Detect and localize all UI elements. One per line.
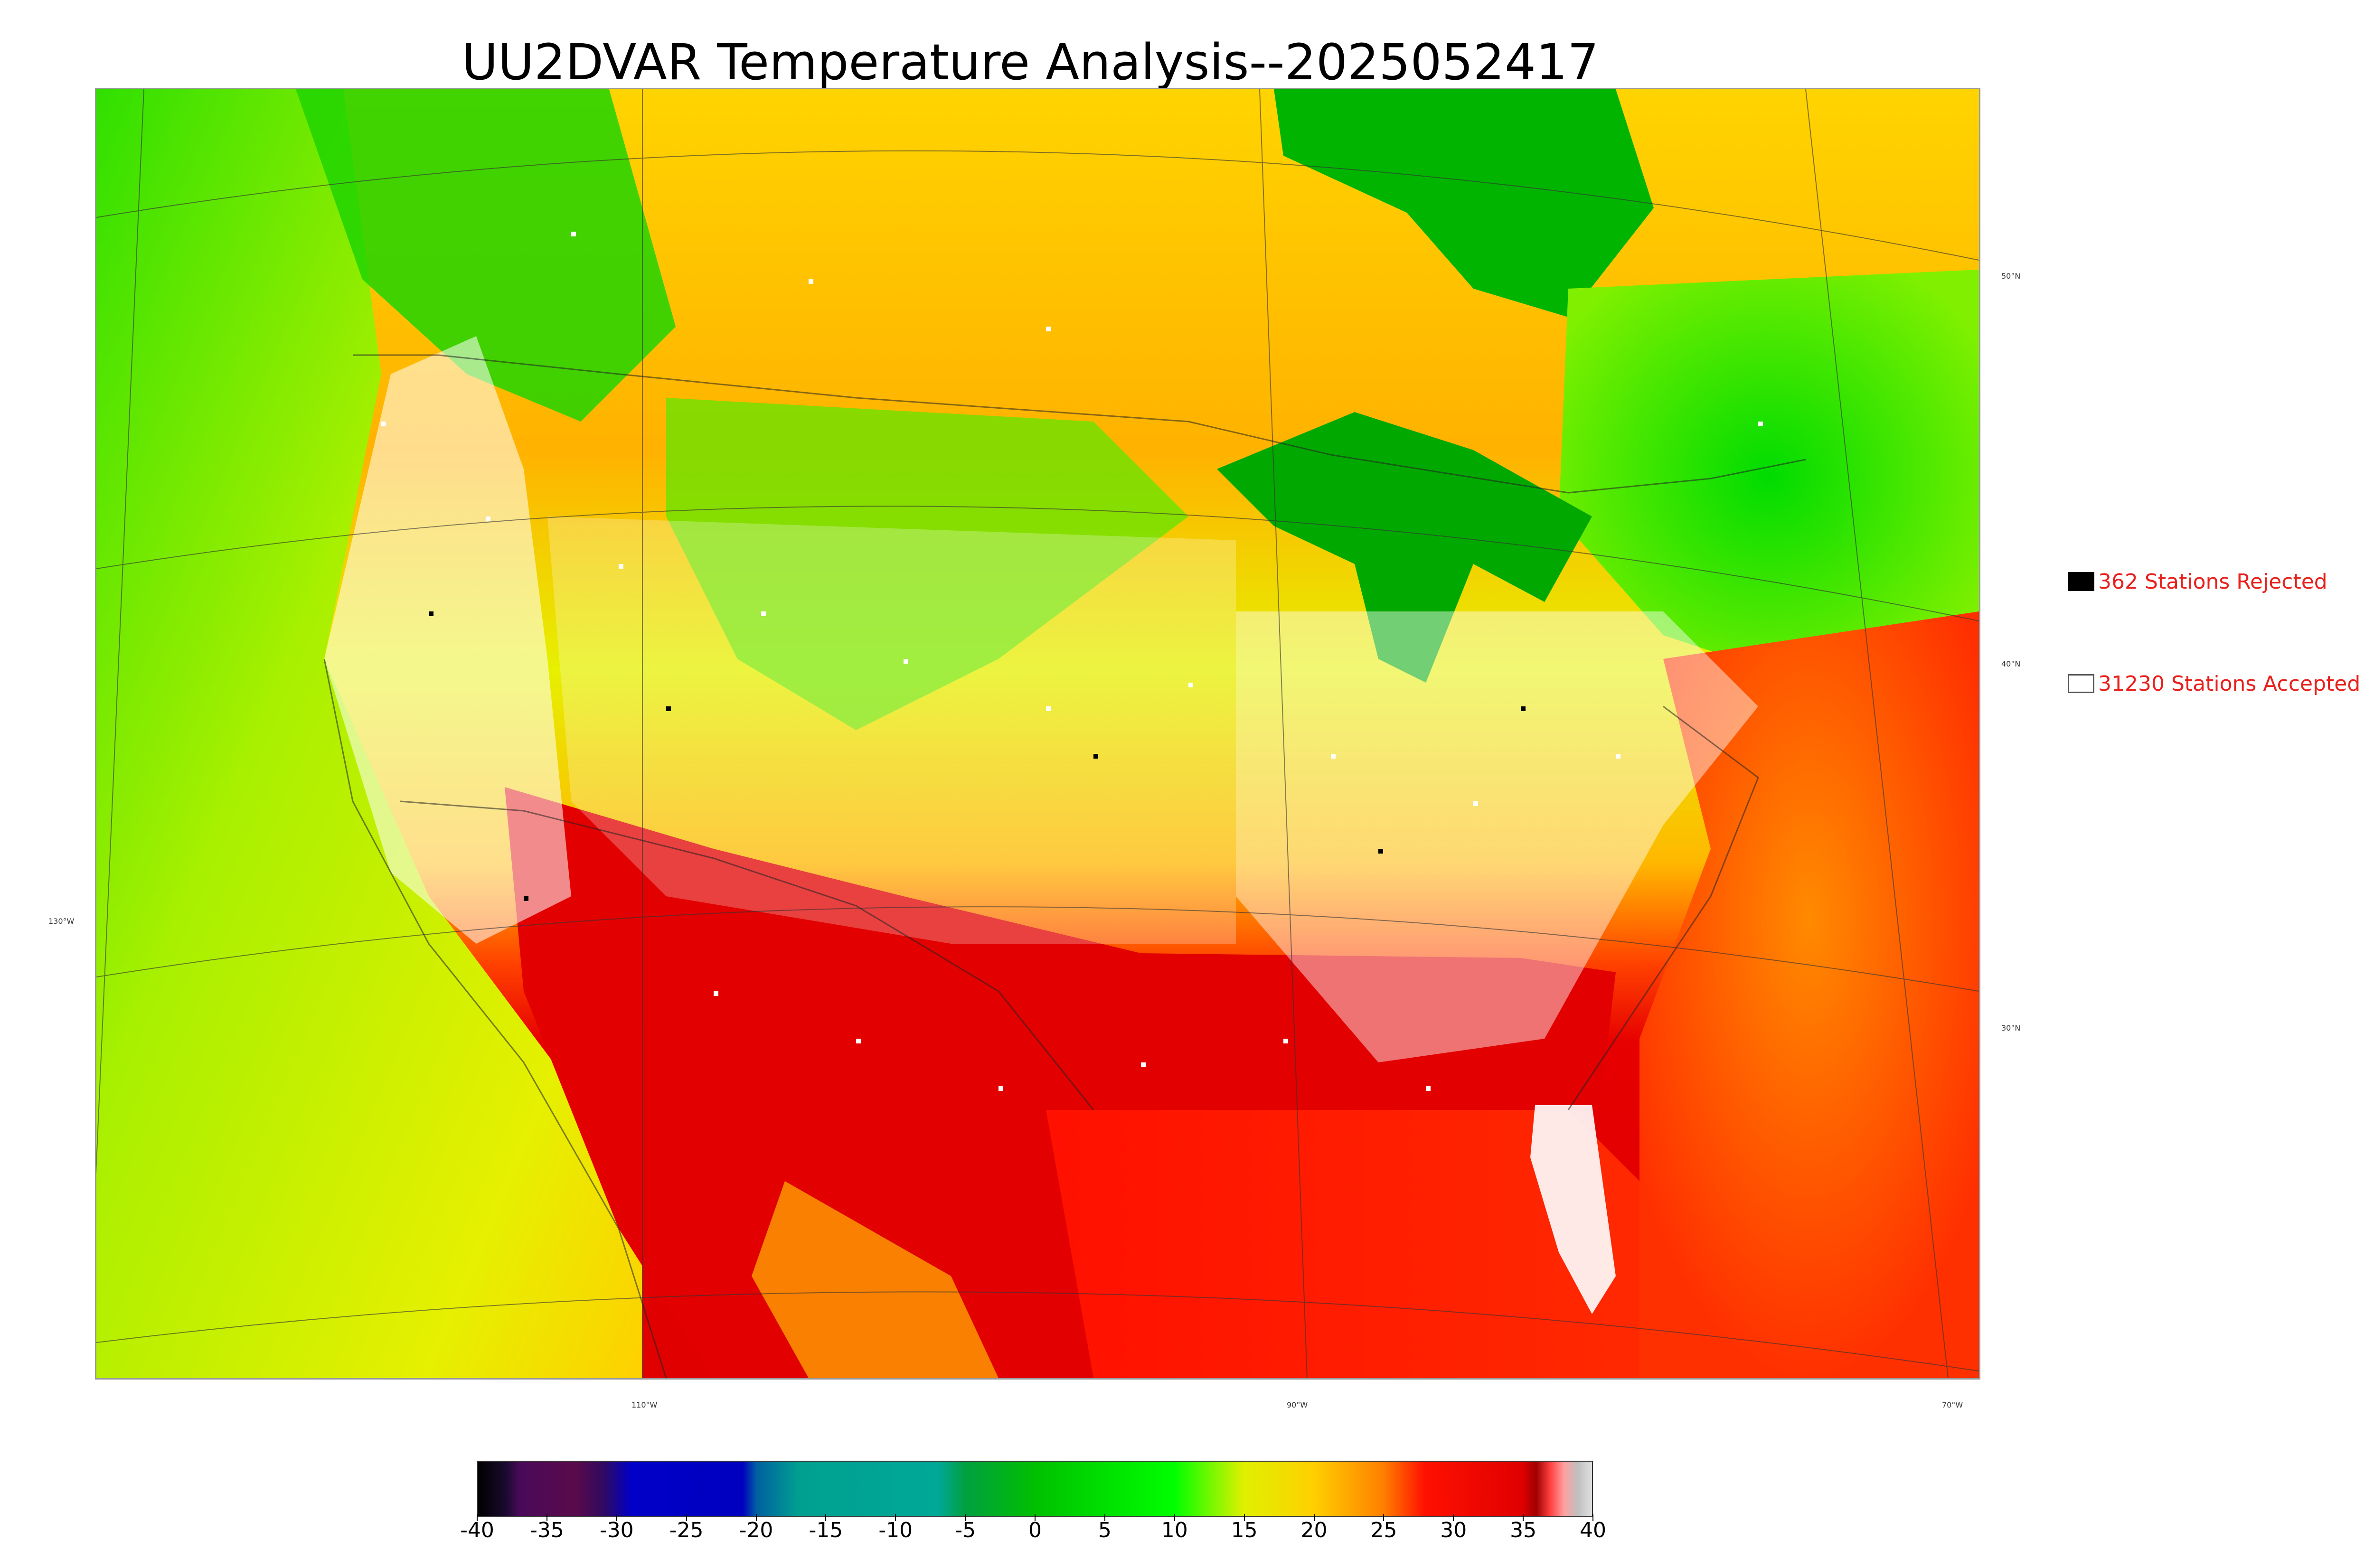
map-panel[interactable]	[95, 88, 1980, 1380]
station-density-central	[547, 516, 1236, 944]
colorbar-tick	[686, 1514, 687, 1521]
colorbar-tick	[1174, 1514, 1175, 1521]
colorbar-tick	[825, 1514, 827, 1521]
lat-label-30n: 30°N	[2001, 1023, 2021, 1033]
colorbar-tick	[755, 1514, 757, 1521]
lon-label-70w: 70°W	[1942, 1400, 1963, 1409]
colorbar-tick	[895, 1514, 896, 1521]
florida-peninsula	[1530, 1105, 1616, 1314]
colorbar-tick-label: 0	[1028, 1518, 1042, 1542]
accepted-label: 31230 Stations Accepted	[2098, 671, 2361, 696]
colorbar-tick-label: 10	[1161, 1518, 1188, 1542]
graticule	[96, 89, 1979, 1378]
colorbar-tick-label: -35	[529, 1518, 564, 1542]
colorbar-tick-label: -10	[878, 1518, 913, 1542]
colorbar-tick-label: -5	[955, 1518, 976, 1542]
station-density-east	[1236, 611, 1758, 1062]
eastern-canada-cool	[1559, 270, 1979, 683]
colorbar-tick-label: 15	[1231, 1518, 1258, 1542]
atlantic-warm	[1639, 611, 1979, 1378]
pacific-ocean	[96, 89, 642, 1378]
colorbar-tick	[1244, 1514, 1245, 1521]
lat-label-40n: 40°N	[2001, 659, 2021, 668]
colorbar-tick	[1383, 1514, 1385, 1521]
colorbar-tick-label: 40	[1580, 1518, 1606, 1542]
colorbar-tick	[1523, 1514, 1524, 1521]
mexico-highlands	[752, 1181, 999, 1378]
temperature-map[interactable]	[96, 89, 1979, 1378]
colorbar-tick	[616, 1514, 617, 1521]
station-density-west	[324, 336, 571, 944]
colorbar-tick-label: 5	[1098, 1518, 1112, 1542]
great-lakes	[1217, 412, 1592, 683]
station-markers	[381, 232, 1763, 1091]
colorbar-tick	[1453, 1514, 1454, 1521]
nw-cold-zone	[296, 89, 676, 422]
lon-label-130w: 130°W	[48, 917, 75, 926]
hudson-bay	[1274, 89, 1654, 317]
colorbar-tick-label: -25	[669, 1518, 704, 1542]
colorbar-tick	[1592, 1514, 1593, 1521]
colorbar-tick	[1104, 1514, 1105, 1521]
rejected-label: 362 Stations Rejected	[2098, 569, 2327, 594]
colorbar-tick	[1035, 1514, 1036, 1521]
legend-rejected: 362 Stations Rejected	[2068, 567, 2327, 596]
colorbar-tick-label: 20	[1300, 1518, 1328, 1542]
map-title: UU2DVAR Temperature Analysis--2025052417	[462, 33, 1599, 91]
temperature-colorbar	[477, 1461, 1593, 1517]
boundaries	[323, 354, 1806, 1378]
colorbar-tick-label: 35	[1510, 1518, 1537, 1542]
colorbar-tick-label: 30	[1440, 1518, 1467, 1542]
colorbar-tick-label: -20	[739, 1518, 773, 1542]
lon-label-110w: 110°W	[631, 1400, 658, 1409]
plains-cool-band	[666, 398, 1188, 730]
lon-label-90w: 90°W	[1287, 1400, 1308, 1409]
colorbar-tick-label: -40	[460, 1518, 494, 1542]
colorbar-tick	[546, 1514, 547, 1521]
colorbar-tick-label: 25	[1370, 1518, 1397, 1542]
colorbar-tick-label: -15	[809, 1518, 843, 1542]
rejected-swatch	[2068, 572, 2094, 591]
gulf-of-mexico	[1046, 1110, 1663, 1378]
colorbar-tick-label: -30	[599, 1518, 634, 1542]
accepted-swatch	[2068, 674, 2094, 693]
colorbar-tick	[965, 1514, 966, 1521]
lat-label-50n: 50°N	[2001, 272, 2021, 281]
rejected-station-markers	[429, 611, 1526, 901]
colorbar-tick	[477, 1514, 478, 1521]
legend-accepted: 31230 Stations Accepted	[2068, 669, 2360, 698]
colorbar-tick	[1313, 1514, 1315, 1521]
